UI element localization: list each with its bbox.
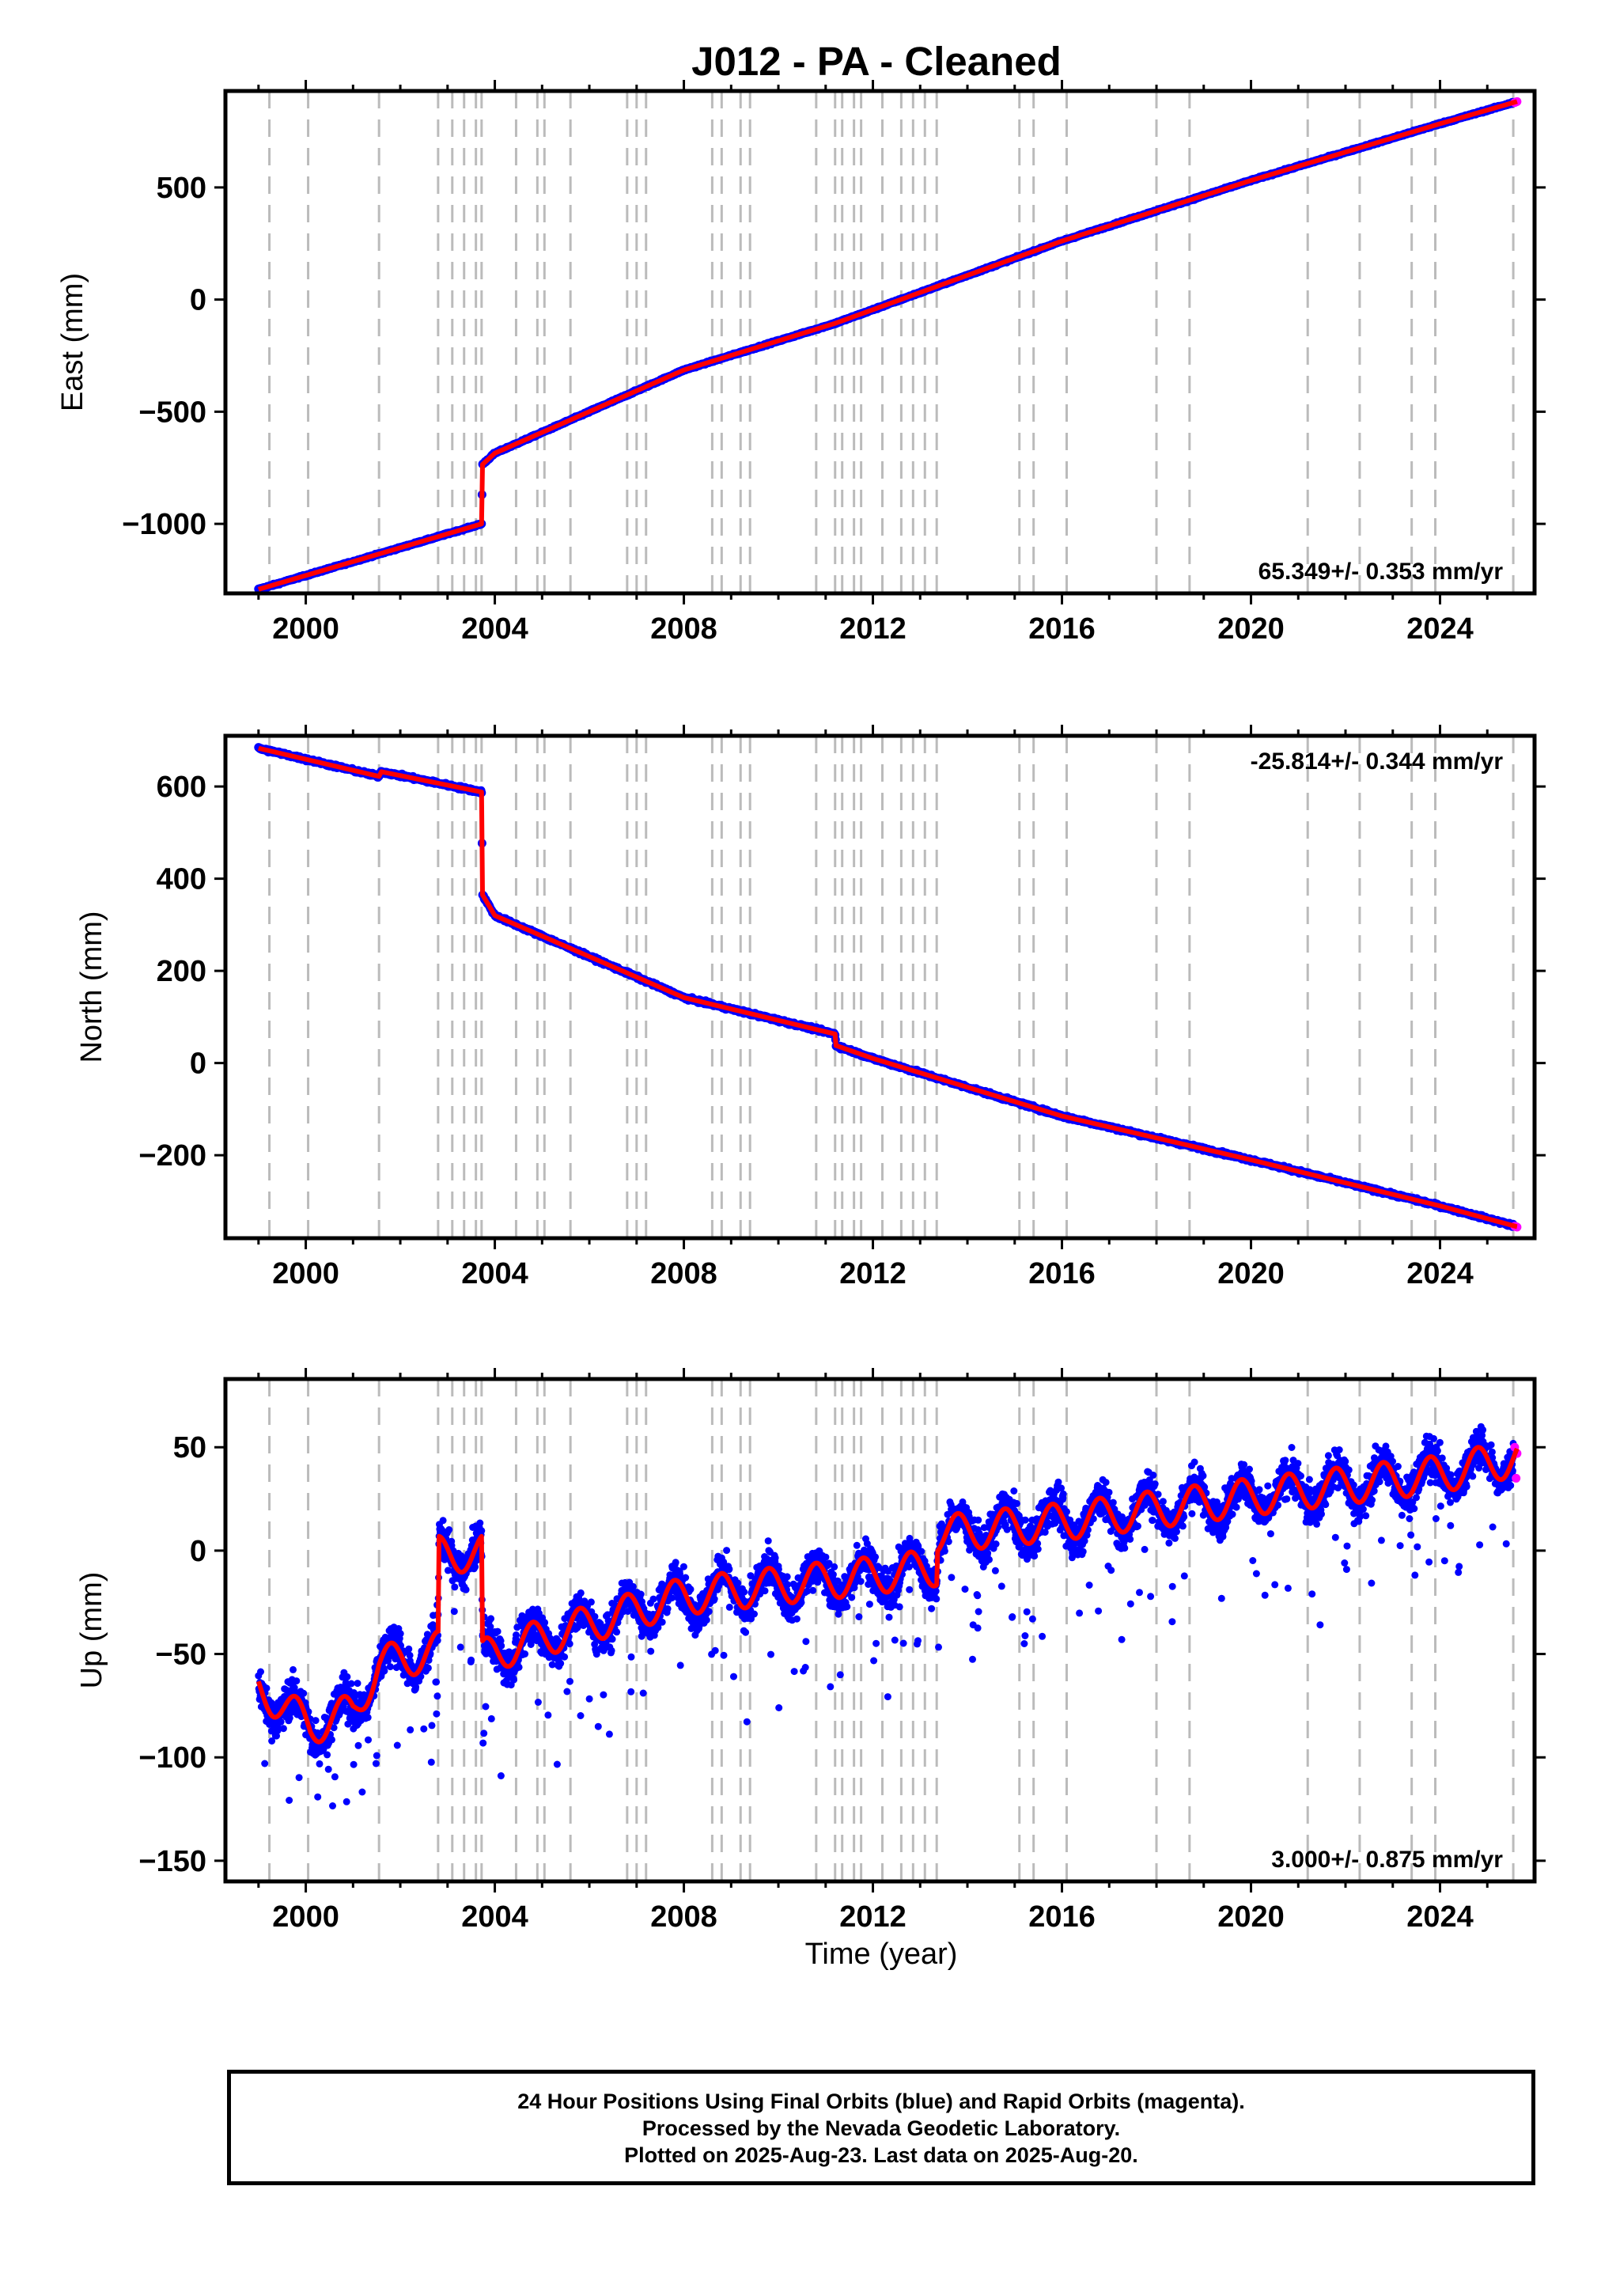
- panels-group: 2000 2004 2008 2012 2016 2020 2024 −1000 −500 0 50…: [56, 80, 1546, 1934]
- rate-annotation: 65.349+/- 0.353 mm/yr: [1258, 559, 1504, 585]
- plot-area: [225, 91, 1535, 593]
- y-tick-label: 500: [157, 172, 206, 205]
- plot-area: [225, 736, 1535, 1238]
- y-tick-label: −500: [138, 396, 206, 429]
- y-tick-label: −1000: [122, 508, 206, 541]
- x-tick-label: 2024: [1406, 612, 1474, 646]
- y-axis-label: East (mm): [56, 273, 89, 411]
- x-tick-label: 2000: [272, 612, 339, 646]
- x-tick-label: 2016: [1028, 612, 1096, 646]
- x-tick-label: 2008: [650, 612, 717, 646]
- figure-title: J012 - PA - Cleaned: [691, 39, 1062, 84]
- x-tick-label: 2020: [1217, 612, 1285, 646]
- y-tick-label: 0: [190, 284, 206, 317]
- panel-east: 2000 2004 2008 2012 2016 2020 2024 −1000 −500 0 50…: [56, 80, 1546, 646]
- panel-north: 2000 2004 2008 2012 2016 2020 2024−20002004006…: [75, 725, 1546, 1290]
- x-tick-label: 2004: [461, 612, 528, 646]
- x-tick-label: 2012: [839, 612, 906, 646]
